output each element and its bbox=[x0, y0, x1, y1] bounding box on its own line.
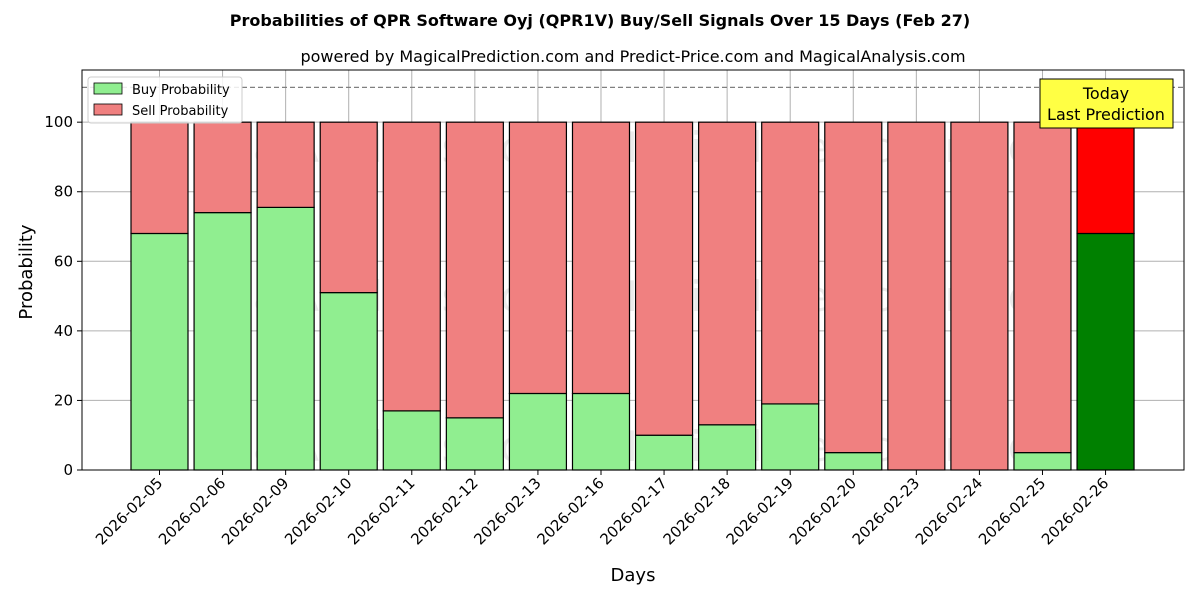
y-tick-label: 80 bbox=[54, 183, 73, 201]
x-tick-label: 2026-02-26 bbox=[1038, 474, 1112, 548]
bars bbox=[130, 121, 1135, 471]
buy-bar bbox=[698, 424, 757, 471]
sell-bar bbox=[571, 121, 631, 395]
buy-bar bbox=[256, 206, 315, 471]
sell-bar bbox=[130, 121, 189, 235]
sell-bar bbox=[382, 121, 441, 412]
buy-bar bbox=[445, 417, 504, 471]
sell-bar bbox=[634, 121, 694, 436]
today-annotation: Today Last Prediction bbox=[1039, 78, 1174, 129]
x-tick-label: 2026-02-16 bbox=[533, 474, 607, 548]
buy-bar bbox=[508, 392, 568, 471]
x-tick-label: 2026-02-06 bbox=[155, 474, 229, 548]
x-axis-label: Days bbox=[611, 565, 656, 586]
buy-bar bbox=[382, 410, 441, 471]
sell-bar bbox=[193, 121, 252, 214]
sell-bar bbox=[761, 121, 820, 405]
x-tick-label: 2026-02-10 bbox=[281, 474, 355, 548]
sell-bar bbox=[445, 121, 504, 419]
legend-label-sell: Sell Probability bbox=[132, 104, 229, 119]
y-axis-label: Probability bbox=[16, 224, 37, 319]
x-tick-label: 2026-02-17 bbox=[597, 474, 671, 548]
buy-bar bbox=[1013, 452, 1072, 471]
sell-bar bbox=[950, 121, 1009, 471]
sell-bar bbox=[824, 121, 883, 454]
x-tick-label: 2026-02-09 bbox=[218, 474, 292, 548]
y-tick-label: 100 bbox=[44, 113, 73, 131]
buy-bar bbox=[571, 392, 631, 471]
chart-subtitle: powered by MagicalPrediction.com and Pre… bbox=[300, 47, 965, 66]
x-tick-label: 2026-02-05 bbox=[92, 474, 166, 548]
legend-box bbox=[87, 76, 243, 124]
buy-bar bbox=[193, 212, 252, 471]
sell-bar bbox=[1013, 121, 1072, 454]
legend-label-buy: Buy Probability bbox=[132, 83, 230, 98]
y-tick-label: 20 bbox=[54, 391, 73, 409]
chart-title: Probabilities of QPR Software Oyj (QPR1V… bbox=[230, 11, 970, 30]
today-label: Today bbox=[1082, 84, 1129, 103]
x-axis: 2026-02-052026-02-062026-02-092026-02-10… bbox=[92, 470, 1112, 548]
sell-bar bbox=[698, 121, 757, 426]
y-tick-label: 60 bbox=[54, 252, 73, 270]
x-tick-label: 2026-02-19 bbox=[723, 474, 797, 548]
y-tick-label: 40 bbox=[54, 322, 73, 340]
today-box bbox=[1039, 78, 1174, 129]
y-axis: 0 20 40 60 80 100 bbox=[44, 113, 82, 479]
buy-bar bbox=[761, 403, 820, 471]
x-tick-label: 2026-02-13 bbox=[470, 474, 544, 548]
x-tick-label: 2026-02-25 bbox=[975, 474, 1049, 548]
sell-bar bbox=[319, 121, 378, 294]
last-prediction-label: Last Prediction bbox=[1047, 105, 1165, 124]
x-tick-label: 2026-02-12 bbox=[407, 474, 481, 548]
buy-bar bbox=[824, 452, 883, 471]
y-tick-label: 0 bbox=[63, 461, 73, 479]
sell-bar bbox=[508, 121, 568, 395]
x-tick-label: 2026-02-20 bbox=[786, 474, 860, 548]
sell-bar bbox=[1076, 121, 1135, 235]
x-tick-label: 2026-02-24 bbox=[912, 474, 986, 548]
x-tick-label: 2026-02-23 bbox=[849, 474, 923, 548]
plot-frame bbox=[81, 69, 1185, 471]
legend-swatch-sell bbox=[93, 103, 123, 116]
sell-bar bbox=[256, 121, 315, 208]
legend-swatch-buy bbox=[93, 82, 123, 95]
legend: Buy Probability Sell Probability bbox=[87, 76, 243, 124]
buy-bar bbox=[130, 232, 189, 471]
x-tick-label: 2026-02-11 bbox=[344, 474, 418, 548]
x-tick-label: 2026-02-18 bbox=[660, 474, 734, 548]
buy-bar bbox=[1076, 232, 1135, 471]
buy-bar bbox=[634, 434, 694, 471]
sell-bar bbox=[887, 121, 946, 471]
buy-bar bbox=[319, 292, 378, 471]
